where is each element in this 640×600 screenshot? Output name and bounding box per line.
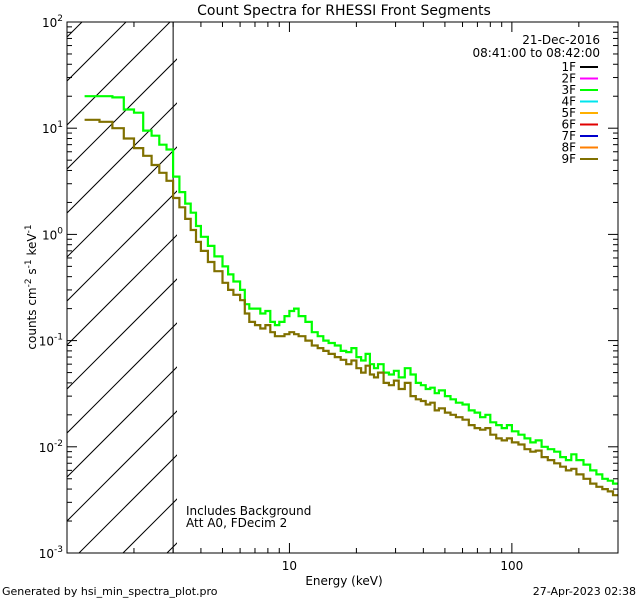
legend-label: 9F — [561, 152, 576, 166]
axis-ticks — [66, 21, 619, 554]
x-tick-labels: 10 100 — [282, 559, 524, 573]
date-label: 21-Dec-2016 — [522, 33, 600, 47]
hatch-line — [67, 278, 177, 390]
y-tick-label: 10-1 — [39, 333, 63, 349]
time-range-label: 08:41:00 to 08:42:00 — [473, 46, 600, 60]
legend-label: 5F — [561, 106, 576, 120]
y-tick-label: 100 — [42, 226, 63, 242]
hatch-line — [67, 22, 127, 82]
annotation-background: Includes Background — [186, 504, 311, 518]
chart-title: Count Spectra for RHESSI Front Segments — [197, 3, 491, 19]
legend-label: 8F — [561, 141, 576, 155]
annotation-attenuator: Att A0, FDecim 2 — [186, 516, 287, 530]
y-tick-labels: 102 101 100 10-1 10-2 10-3 — [39, 14, 64, 561]
legend-label: 7F — [561, 129, 576, 143]
footer-timestamp: 27-Apr-2023 02:38 — [533, 585, 636, 598]
hatch-line — [67, 22, 171, 126]
hatch-line — [67, 366, 177, 478]
x-tick-label: 100 — [500, 559, 523, 573]
series-layer — [84, 95, 618, 497]
series-3f — [84, 95, 618, 485]
y-tick-label: 10-3 — [39, 545, 63, 561]
footer-generated-by: Generated by hsi_min_spectra_plot.pro — [2, 585, 218, 598]
legend-label: 2F — [561, 72, 576, 86]
y-tick-label: 101 — [42, 120, 63, 136]
legend-label: 1F — [561, 60, 576, 74]
y-axis-label: counts cm-2 s-1 keV-1 — [24, 224, 39, 349]
x-axis-label: Energy (keV) — [305, 574, 382, 588]
legend-label: 4F — [561, 95, 576, 109]
series-9f — [84, 118, 618, 497]
hatch-line — [67, 410, 177, 522]
plot-frame — [66, 21, 619, 554]
hatch-line — [67, 234, 177, 346]
hatched-region — [67, 22, 177, 553]
legend-label: 6F — [561, 118, 576, 132]
hatch-line — [67, 190, 177, 302]
hatch-line — [67, 22, 83, 38]
x-tick-label: 10 — [282, 559, 297, 573]
hatch-line — [67, 146, 177, 258]
legend-label: 3F — [561, 83, 576, 97]
hatch-line — [67, 102, 177, 214]
y-tick-label: 10-2 — [39, 439, 63, 455]
hatch-line — [78, 454, 177, 553]
y-tick-label: 102 — [42, 14, 63, 30]
